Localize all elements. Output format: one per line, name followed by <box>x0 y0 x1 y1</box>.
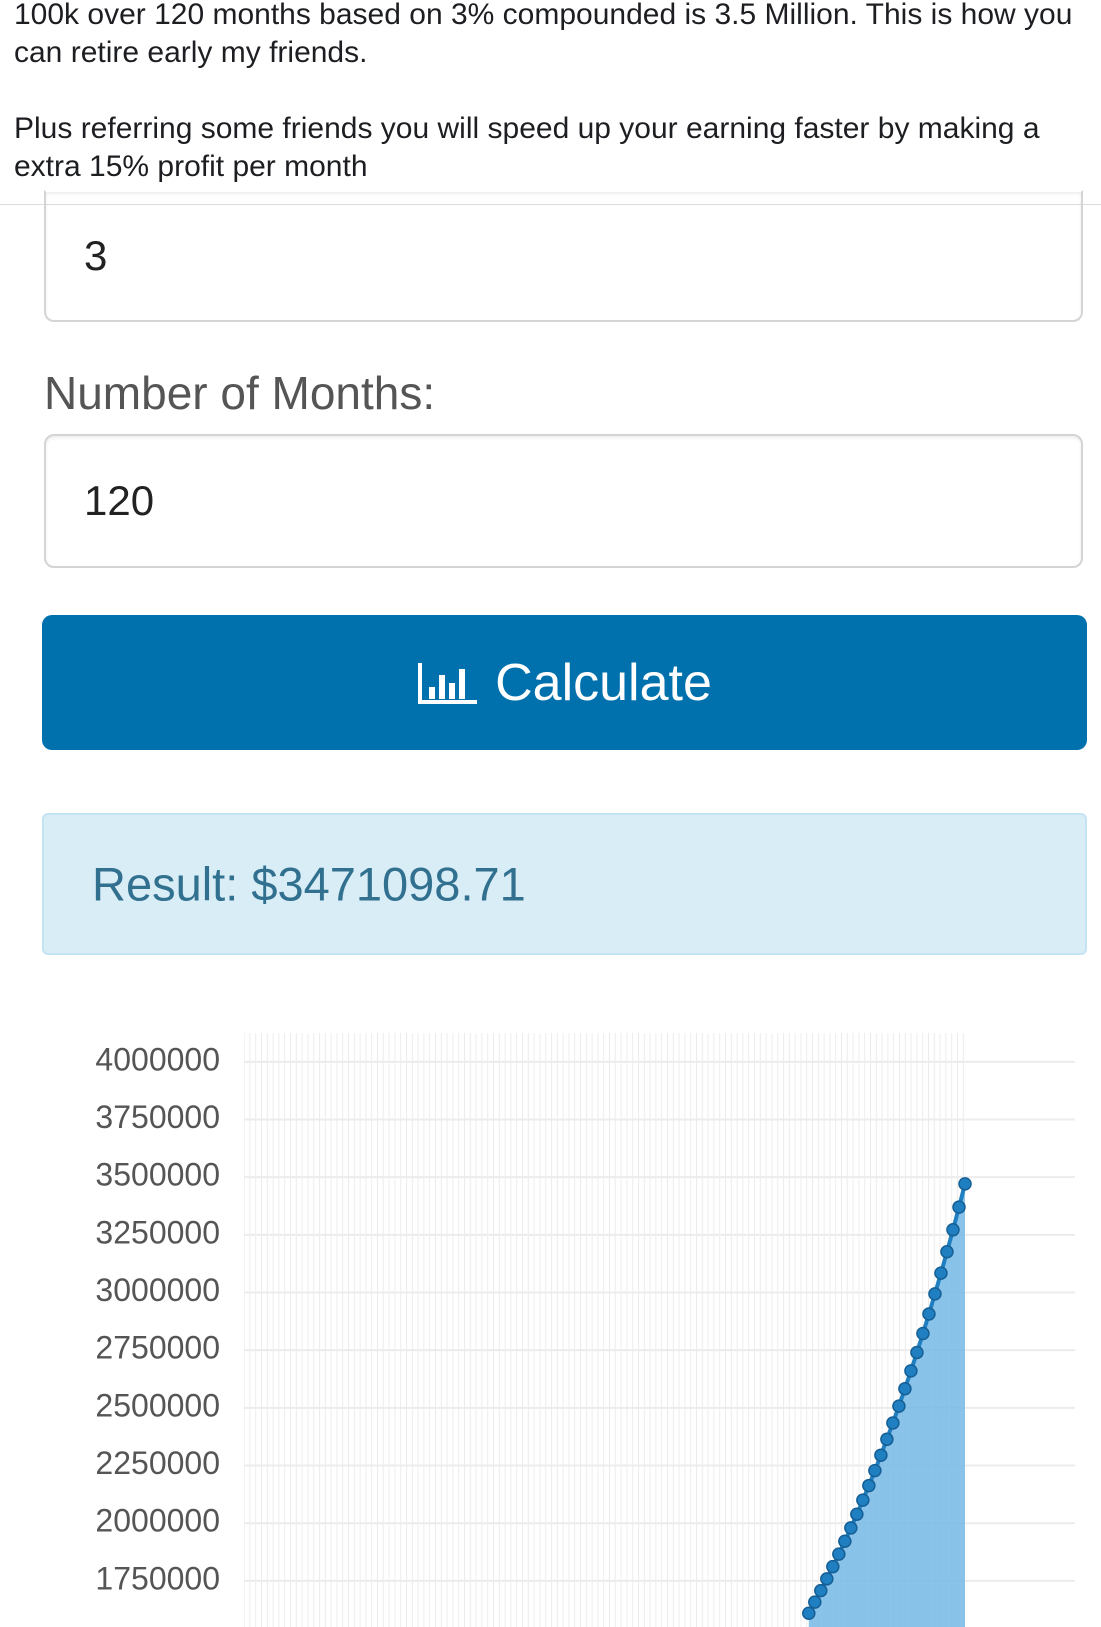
point <box>922 1307 936 1321</box>
point <box>880 1432 894 1447</box>
rate-value: 3 <box>84 232 108 279</box>
months-input[interactable]: 120 <box>44 434 1083 568</box>
point <box>952 1200 966 1214</box>
point <box>886 1416 900 1430</box>
point <box>802 1606 816 1621</box>
months-label: Number of Months: <box>44 367 436 419</box>
point <box>832 1547 846 1561</box>
point <box>934 1266 948 1280</box>
point <box>844 1521 858 1535</box>
result-text: Result: $3471098.71 <box>92 857 526 911</box>
point <box>892 1399 906 1413</box>
point <box>916 1326 930 1341</box>
y-tick-label: 3250000 <box>95 1214 220 1250</box>
y-tick-label: 3000000 <box>95 1272 220 1308</box>
post-text: Plus referring some friends you will spe… <box>14 112 1040 183</box>
y-tick-label: 3750000 <box>95 1099 220 1135</box>
point <box>826 1559 840 1574</box>
chart-icon <box>418 662 478 704</box>
y-tick-label: 3500000 <box>95 1157 220 1193</box>
y-tick-label: 4000000 <box>95 1041 220 1077</box>
point <box>946 1223 960 1237</box>
y-tick-label: 2000000 <box>95 1503 220 1539</box>
y-tick-label: 2750000 <box>95 1330 220 1366</box>
months-value: 120 <box>84 477 155 524</box>
point <box>868 1463 882 1478</box>
point <box>910 1345 924 1360</box>
button-label: Calculate <box>495 653 712 712</box>
point <box>838 1534 852 1548</box>
separator <box>0 204 1101 205</box>
point <box>898 1381 912 1396</box>
result-box: Result: $3471098.71 <box>42 813 1087 955</box>
point <box>808 1595 822 1609</box>
point <box>850 1507 864 1521</box>
point <box>814 1583 828 1598</box>
post-text: 100k over 120 months based on 3% compoun… <box>14 0 1073 69</box>
y-tick-label: 2500000 <box>95 1387 220 1423</box>
point <box>904 1364 918 1378</box>
rate-input[interactable]: 3 <box>44 190 1083 322</box>
point <box>862 1478 876 1493</box>
point <box>874 1448 888 1462</box>
y-tick-label: 2250000 <box>95 1445 220 1481</box>
point <box>928 1287 942 1301</box>
area <box>808 1183 965 1627</box>
point <box>856 1493 870 1507</box>
point <box>940 1245 954 1259</box>
point <box>820 1572 834 1586</box>
point <box>958 1177 972 1191</box>
y-tick-label: 1750000 <box>95 1560 220 1596</box>
calculate-button[interactable]: Calculate <box>42 615 1087 750</box>
